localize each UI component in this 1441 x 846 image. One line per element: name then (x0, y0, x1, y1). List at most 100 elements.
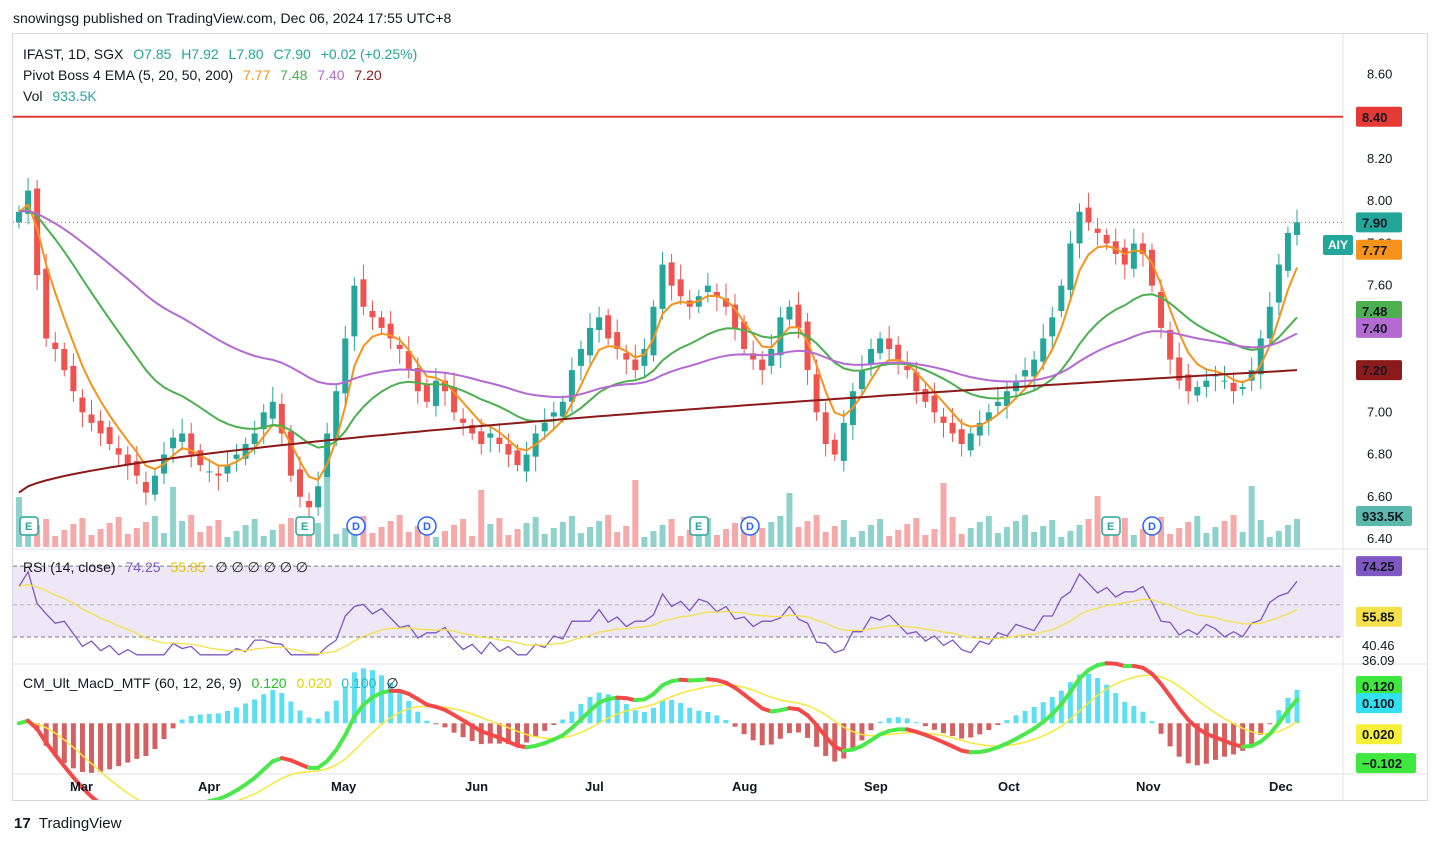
month-label: Aug (732, 779, 757, 794)
macd-hist-bar (641, 712, 647, 724)
macd-line-segment (26, 718, 40, 731)
macd-hist-bar (324, 711, 330, 724)
macd-hist-bar (61, 723, 67, 763)
volume-bar (768, 522, 775, 547)
candle-body (151, 475, 158, 495)
macd-hist-bar (424, 720, 430, 724)
volume-bar (822, 532, 829, 547)
macd-hist-bar (605, 694, 611, 724)
month-label: Apr (198, 779, 220, 794)
footer-brand[interactable]: TradingView (38, 815, 122, 832)
price-label-text: 933.5K (1362, 509, 1405, 524)
price-label-bg (1356, 317, 1402, 338)
volume-bar (1176, 528, 1183, 547)
macd-hist-bar (696, 710, 702, 724)
volume-bar (596, 521, 603, 547)
ema20-value: 7.48 (280, 67, 308, 83)
candle-body (831, 439, 838, 455)
candle-body (61, 349, 68, 371)
macd-hist-bar (188, 716, 194, 724)
price-label-text: 7.77 (1362, 243, 1387, 258)
legend-low: L7.80 (228, 46, 264, 62)
macd-hist-bar (206, 713, 212, 724)
volume-bar (79, 518, 86, 547)
volume-bar (750, 534, 757, 547)
volume-bar (985, 516, 992, 547)
macd-line-segment (352, 702, 366, 719)
macd-hist-bar (777, 723, 783, 739)
macd-line-segment (1177, 706, 1191, 722)
macd-hist-bar (224, 710, 230, 724)
macd-hist-bar (179, 719, 185, 724)
macd-hist-bar (1131, 706, 1137, 724)
volume-bar (541, 534, 548, 547)
candle-body (1284, 232, 1291, 271)
macd-hist-bar (551, 723, 557, 726)
candle-body (868, 349, 874, 364)
candle-body (1158, 292, 1165, 328)
macd-line-segment (53, 752, 67, 769)
macd-hist-bar (786, 723, 792, 734)
candle-body (1031, 359, 1038, 377)
macd-hist-bar (306, 717, 312, 724)
macd-hist-bar (351, 672, 357, 724)
event-label: E (1107, 521, 1114, 533)
macd-hist-bar (270, 690, 276, 724)
volume-bar (623, 526, 630, 547)
macd-axis-label: −0.102 (1356, 753, 1416, 774)
macd-hist-bar (805, 723, 811, 738)
chart-canvas[interactable]: 8.608.408.208.007.807.607.407.207.006.80… (13, 34, 1427, 800)
macd-label-bg (1356, 753, 1416, 774)
volume-bar (849, 537, 856, 547)
price-label-volume: 933.5K (1356, 506, 1412, 526)
rsi-ma-value: 55.85 (170, 559, 206, 575)
volume-bar (732, 523, 739, 547)
candle-body (1248, 370, 1255, 381)
event-label: E (301, 521, 308, 533)
macd-line-segment (71, 775, 85, 790)
candle-body (378, 317, 385, 328)
volume-bar (641, 537, 648, 547)
macd-label-bg (1356, 693, 1402, 714)
macd-hist-bar (1049, 697, 1055, 724)
macd-hist-bar (1212, 723, 1218, 760)
volume-bar (523, 523, 530, 547)
candles-group (16, 178, 1300, 523)
candle-body (342, 338, 349, 394)
price-label-ema20: 7.48 (1356, 301, 1402, 321)
macd-line-segment (1077, 667, 1091, 681)
rsi-axis-label: 36.09 (1362, 653, 1395, 668)
candle-body (722, 298, 729, 307)
rsi-legend: RSI (14, close) 74.25 55.85 ∅ ∅ ∅ ∅ ∅ ∅ (23, 559, 314, 576)
macd-hist-bar (161, 723, 167, 740)
candle-body (306, 501, 313, 508)
candle-body (115, 448, 122, 455)
macd-hist-bar (496, 723, 502, 744)
candle-body (541, 422, 548, 432)
candle-body (1040, 338, 1047, 362)
month-label: Oct (998, 779, 1020, 794)
candle-body (224, 465, 231, 474)
candle-body (16, 211, 22, 223)
volume-bar (1194, 516, 1201, 547)
volume-bar (61, 530, 68, 547)
macd-hist-bar (406, 700, 412, 724)
macd-hist-bar (1013, 715, 1019, 724)
volume-bar (224, 537, 231, 547)
macd-label-text: 0.120 (1362, 679, 1395, 694)
rsi-legend-name: RSI (14, close) (23, 559, 116, 575)
macd-line-segment (569, 717, 583, 730)
macd-hist-bar (977, 723, 983, 735)
macd-hist-bar (986, 723, 992, 730)
macd-line-segment (1059, 689, 1073, 707)
candle-body (877, 338, 884, 354)
macd-hist-bar (1167, 723, 1173, 747)
macd-hist-bar (1113, 693, 1119, 724)
macd-line-segment (1186, 717, 1200, 731)
macd-hist-bar (460, 723, 466, 738)
ema50-value: 7.40 (317, 67, 345, 83)
macd-hist-bar (614, 698, 620, 724)
candle-body (43, 268, 50, 339)
macd-line-segment (1285, 697, 1299, 713)
candle-body (460, 418, 467, 423)
